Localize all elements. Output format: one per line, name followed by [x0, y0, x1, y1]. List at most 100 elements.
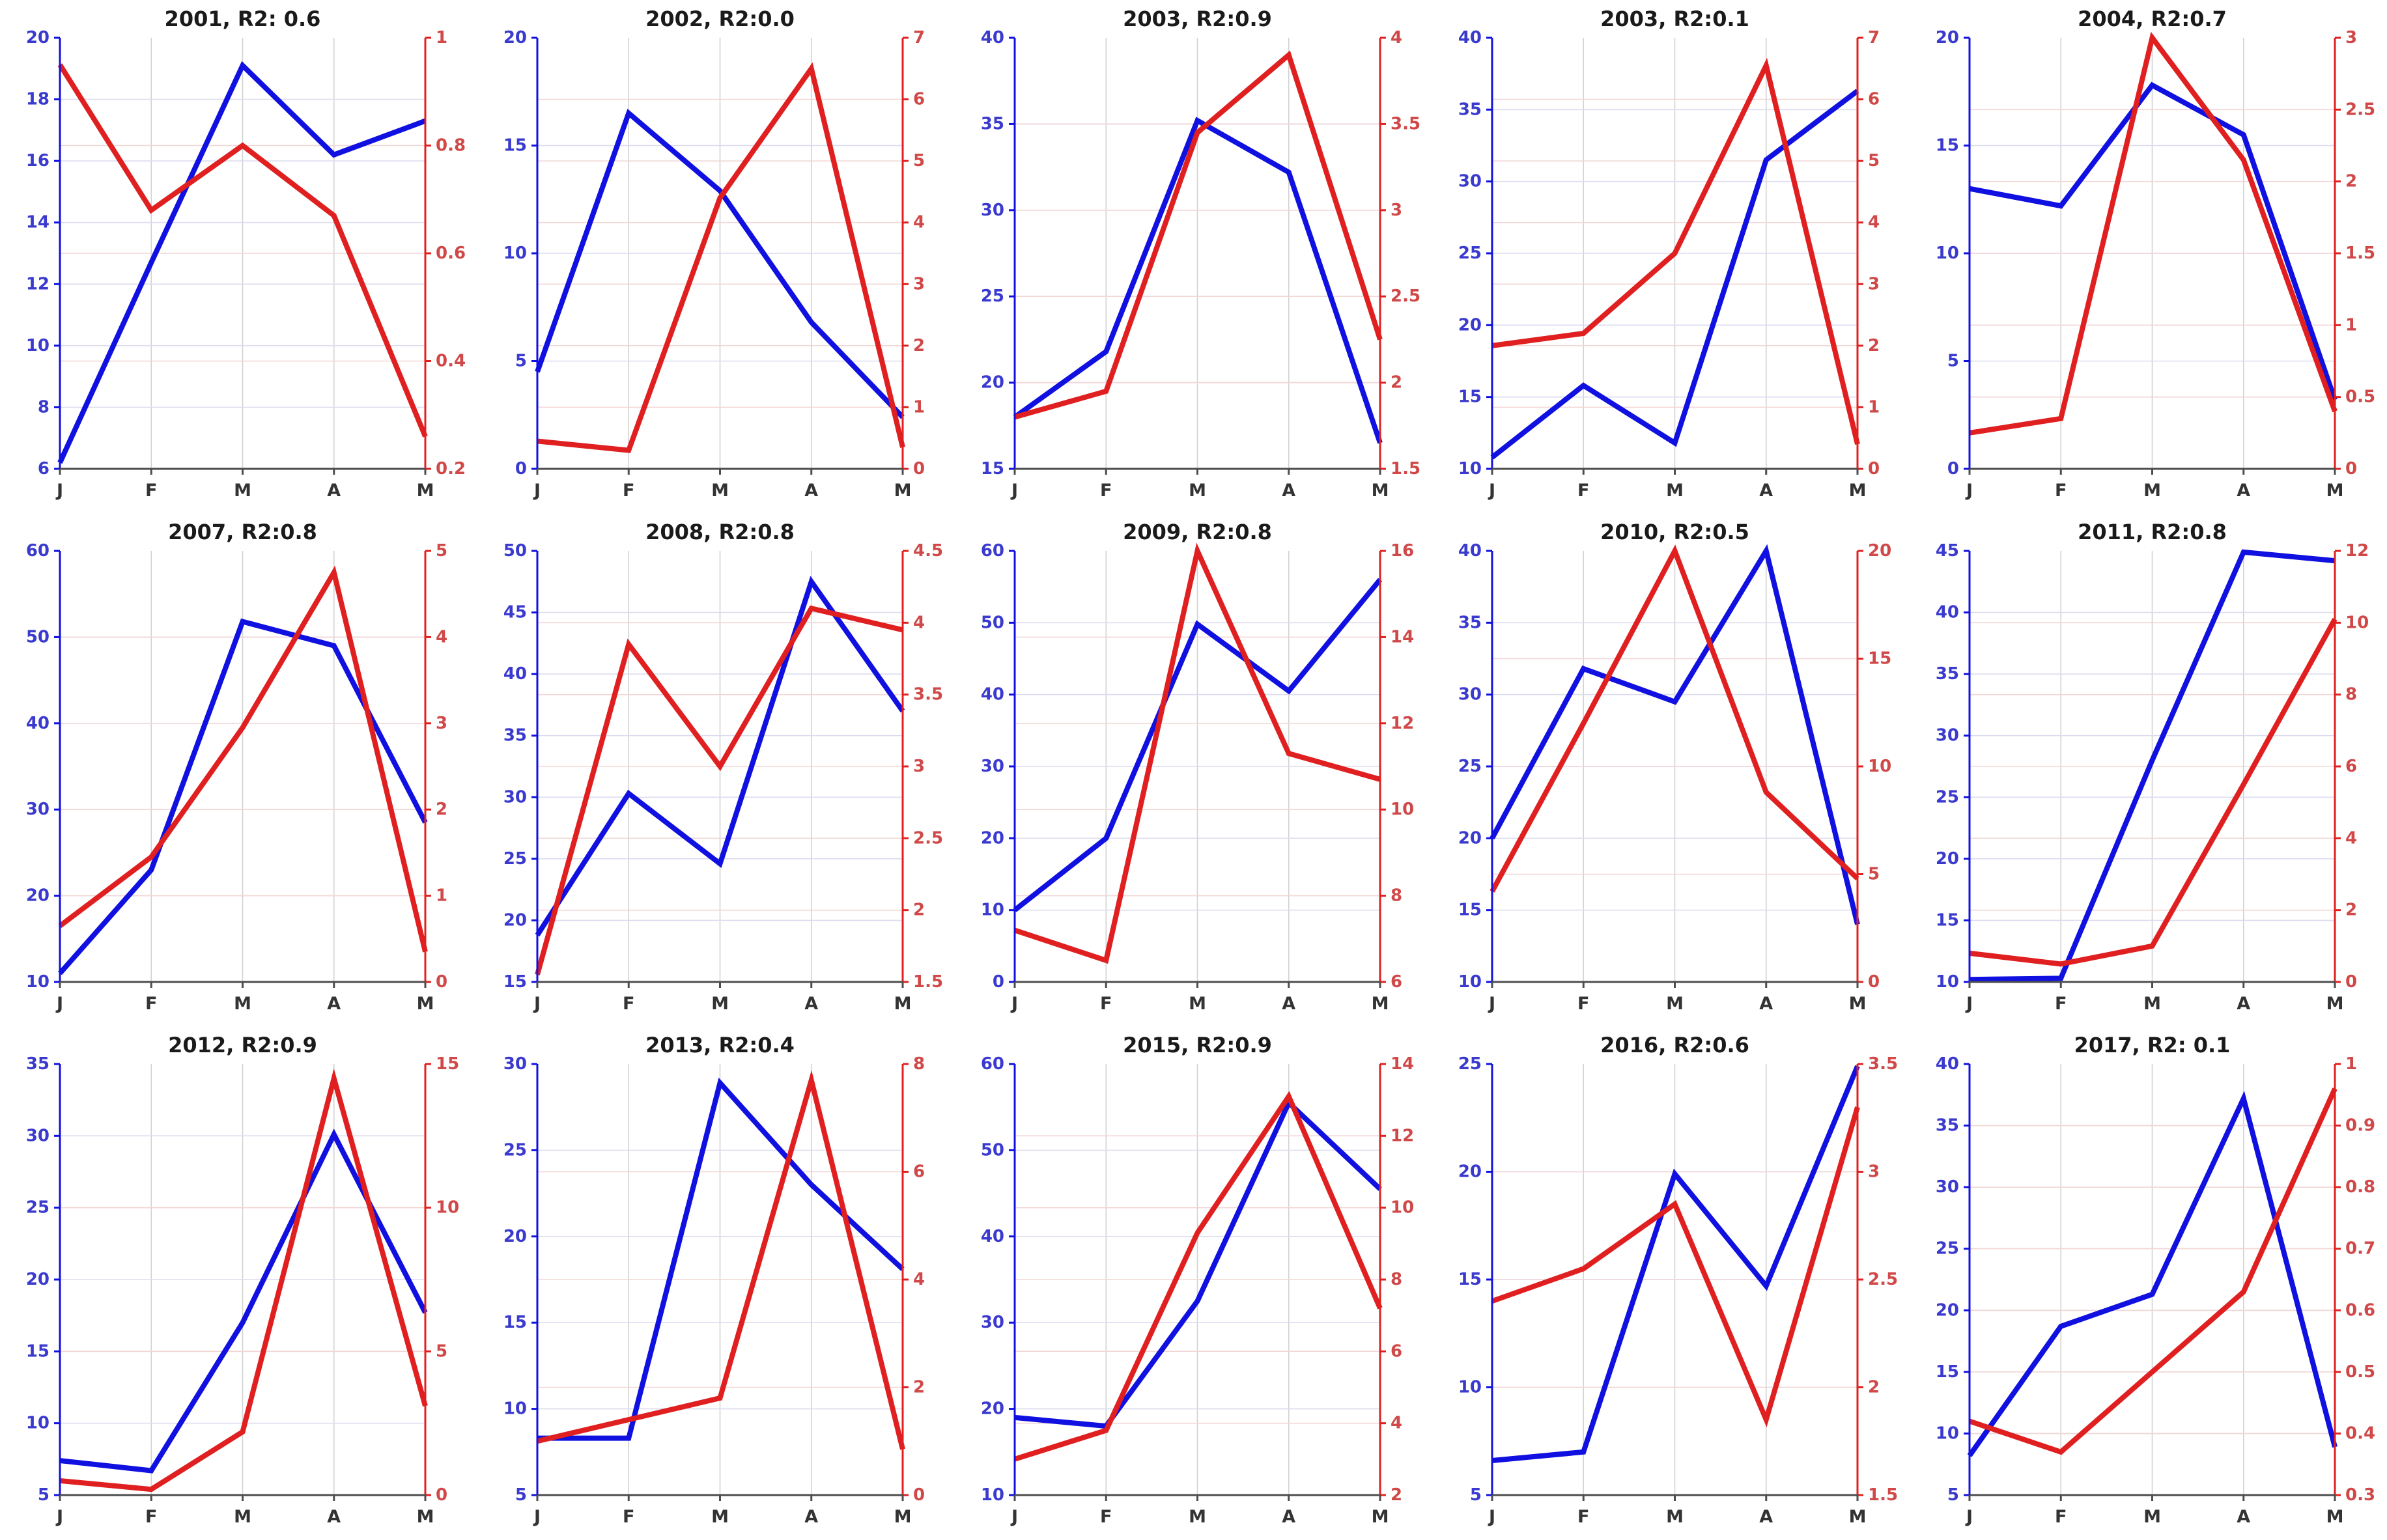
left-tick-label: 30 — [26, 800, 49, 819]
chart-canvas: 0 5 10 15 20 0 0.5 1 1.5 2 2.5 3 J F M A M 2004, R2:0.7 — [1936, 7, 2375, 501]
right-tick-label: 0.8 — [436, 136, 466, 156]
left-tick-label: 20 — [1936, 1300, 1959, 1320]
left-tick-label: 16 — [26, 151, 49, 171]
left-tick-label: 20 — [1458, 315, 1482, 335]
left-tick-label: 10 — [503, 1399, 527, 1419]
subplot-title: 2015, R2:0.9 — [1123, 1033, 1272, 1057]
x-tick-label: J — [1488, 481, 1495, 501]
x-tick-label: M — [1666, 1507, 1684, 1527]
chart-canvas: 6 8 10 12 14 16 18 20 0.2 0.4 0.6 0.8 1 J F M A M 2001, R2… — [26, 7, 466, 501]
blue-series-line — [535, 576, 905, 937]
left-tick-label: 20 — [981, 1399, 1004, 1419]
chart-canvas: 0 10 20 30 40 50 60 6 8 10 12 14 16 J F M A M 2009, R2:0.8 — [981, 520, 1414, 1014]
right-tick-label: 10 — [1868, 757, 1891, 776]
blue-series-line — [57, 61, 427, 464]
x-tick-label: F — [623, 481, 634, 501]
left-tick-label: 20 — [26, 1270, 49, 1289]
left-tick-label: 50 — [981, 1140, 1004, 1160]
right-tick-label: 8 — [913, 1054, 925, 1074]
red-series-line — [59, 1068, 428, 1492]
left-tick-label: 20 — [1458, 828, 1482, 848]
subplot-2001-R2-0.6: 6 8 10 12 14 16 18 20 0.2 0.4 0.6 0.8 1 J F M A M 2001, R2… — [0, 0, 477, 513]
left-tick-label: 10 — [26, 1414, 49, 1433]
left-tick-label: 30 — [981, 201, 1004, 220]
right-tick-label: 6 — [913, 90, 925, 109]
left-tick-label: 12 — [26, 274, 49, 294]
x-tick-label: J — [533, 481, 541, 501]
blue-series-line — [1013, 117, 1383, 444]
x-tick-label: F — [1577, 994, 1589, 1014]
left-tick-label: 20 — [503, 1227, 527, 1246]
right-tick-label: 2 — [913, 336, 925, 356]
red-series-line — [535, 605, 903, 976]
x-tick-label: A — [1759, 1507, 1773, 1527]
x-tick-label: M — [1666, 481, 1684, 501]
x-tick-label: A — [804, 994, 818, 1014]
red-series-line — [1968, 1087, 2338, 1455]
subplot-2015-R2-0.9: 10 20 30 40 50 60 2 4 6 8 10 12 14 J F M A M 2015, R2:0.9 — [955, 1026, 1432, 1539]
right-tick-label: 0.3 — [2345, 1485, 2375, 1505]
right-tick-label: 0 — [2345, 972, 2357, 992]
right-tick-label: 3.5 — [1868, 1054, 1898, 1074]
subplot-title: 2001, R2: 0.6 — [165, 7, 321, 31]
blue-series-line — [1013, 578, 1383, 912]
right-tick-label: 3 — [1868, 1162, 1880, 1182]
x-tick-label: M — [2326, 481, 2344, 501]
blue-series-line — [1969, 549, 2336, 983]
left-tick-label: 30 — [981, 757, 1004, 776]
x-tick-label: F — [2055, 994, 2067, 1014]
left-tick-label: 15 — [1458, 901, 1482, 920]
right-tick-label: 5 — [436, 1341, 447, 1361]
subplot-2012-R2-0.9: 5 10 15 20 25 30 35 0 5 10 15 J F M A M 2012, R2:0.9 — [0, 1026, 477, 1539]
left-tick-label: 15 — [1458, 1270, 1482, 1289]
chart-canvas: 10 15 20 25 30 35 40 0 1 2 3 4 5 6 7 J F M A M 2003, R2:0.1 — [1458, 7, 1880, 501]
left-tick-label: 30 — [981, 1313, 1004, 1332]
x-tick-label: M — [1189, 1507, 1206, 1527]
left-tick-label: 5 — [515, 352, 527, 371]
red-series-line — [537, 1070, 905, 1450]
subplot-title: 2013, R2:0.4 — [645, 1033, 795, 1057]
right-tick-label: 2 — [913, 901, 925, 920]
left-tick-label: 40 — [1458, 541, 1482, 561]
left-tick-label: 5 — [1947, 352, 1959, 371]
left-tick-label: 0 — [1947, 459, 1959, 479]
x-tick-label: J — [1010, 994, 1018, 1014]
left-tick-label: 10 — [981, 901, 1004, 920]
right-tick-label: 2 — [1391, 373, 1402, 393]
right-tick-label: 1 — [436, 886, 447, 906]
subplot-title: 2004, R2:0.7 — [2078, 7, 2227, 31]
right-tick-label: 14 — [1391, 1054, 1414, 1074]
chart-canvas: 5 10 15 20 25 30 35 40 0.3 0.4 0.5 0.6 0.7 0.8 0.9 1 J F M… — [1936, 1033, 2375, 1527]
right-tick-label: 6 — [2345, 757, 2357, 776]
right-tick-label: 2.5 — [1868, 1270, 1898, 1289]
subplot-2016-R2-0.6: 5 10 15 20 25 1.5 2 2.5 3 3.5 J F M A M 2016, R2:0.6 — [1432, 1026, 1910, 1539]
left-tick-label: 10 — [26, 336, 49, 356]
left-tick-label: 25 — [1936, 1239, 1959, 1259]
x-tick-label: M — [417, 994, 434, 1014]
right-tick-label: 4 — [1391, 28, 1402, 48]
right-tick-label: 3 — [1391, 201, 1402, 220]
right-tick-label: 0.7 — [2345, 1239, 2375, 1259]
x-tick-label: M — [711, 994, 729, 1014]
right-tick-label: 4 — [913, 1270, 925, 1289]
right-tick-label: 2 — [2345, 901, 2357, 920]
right-tick-label: 10 — [2345, 613, 2369, 632]
x-tick-label: F — [2055, 481, 2067, 501]
subplot-2003-R2-0.1: 10 15 20 25 30 35 40 0 1 2 3 4 5 6 7 J F M A M 2003, R2:0.1 — [1432, 0, 1910, 513]
left-tick-label: 14 — [26, 213, 49, 232]
right-tick-label: 4 — [913, 213, 925, 232]
subplot-2008-R2-0.8: 15 20 25 30 35 40 45 50 1.5 2 2.5 3 3.5 4 4.5 J F M A M 2008… — [477, 513, 955, 1026]
left-tick-label: 10 — [1458, 459, 1482, 479]
subplot-title: 2008, R2:0.8 — [645, 520, 795, 544]
left-tick-label: 40 — [26, 714, 49, 733]
subplot-title: 2010, R2:0.5 — [1600, 520, 1749, 544]
subplot-title: 2012, R2:0.9 — [168, 1033, 317, 1057]
left-tick-label: 10 — [1458, 1378, 1482, 1397]
left-tick-label: 25 — [503, 1140, 527, 1160]
subplot-2007-R2-0.8: 10 20 30 40 50 60 0 1 2 3 4 5 J F M A M 2007, R2:0.8 — [0, 513, 477, 1026]
x-tick-label: J — [1965, 1507, 1973, 1527]
left-tick-label: 5 — [1470, 1485, 1482, 1505]
chart-canvas: 5 10 15 20 25 30 0 2 4 6 8 J F M A M 2013, R2:0.4 — [503, 1033, 925, 1527]
right-tick-label: 2.5 — [1391, 287, 1420, 306]
x-tick-label: F — [623, 994, 634, 1014]
